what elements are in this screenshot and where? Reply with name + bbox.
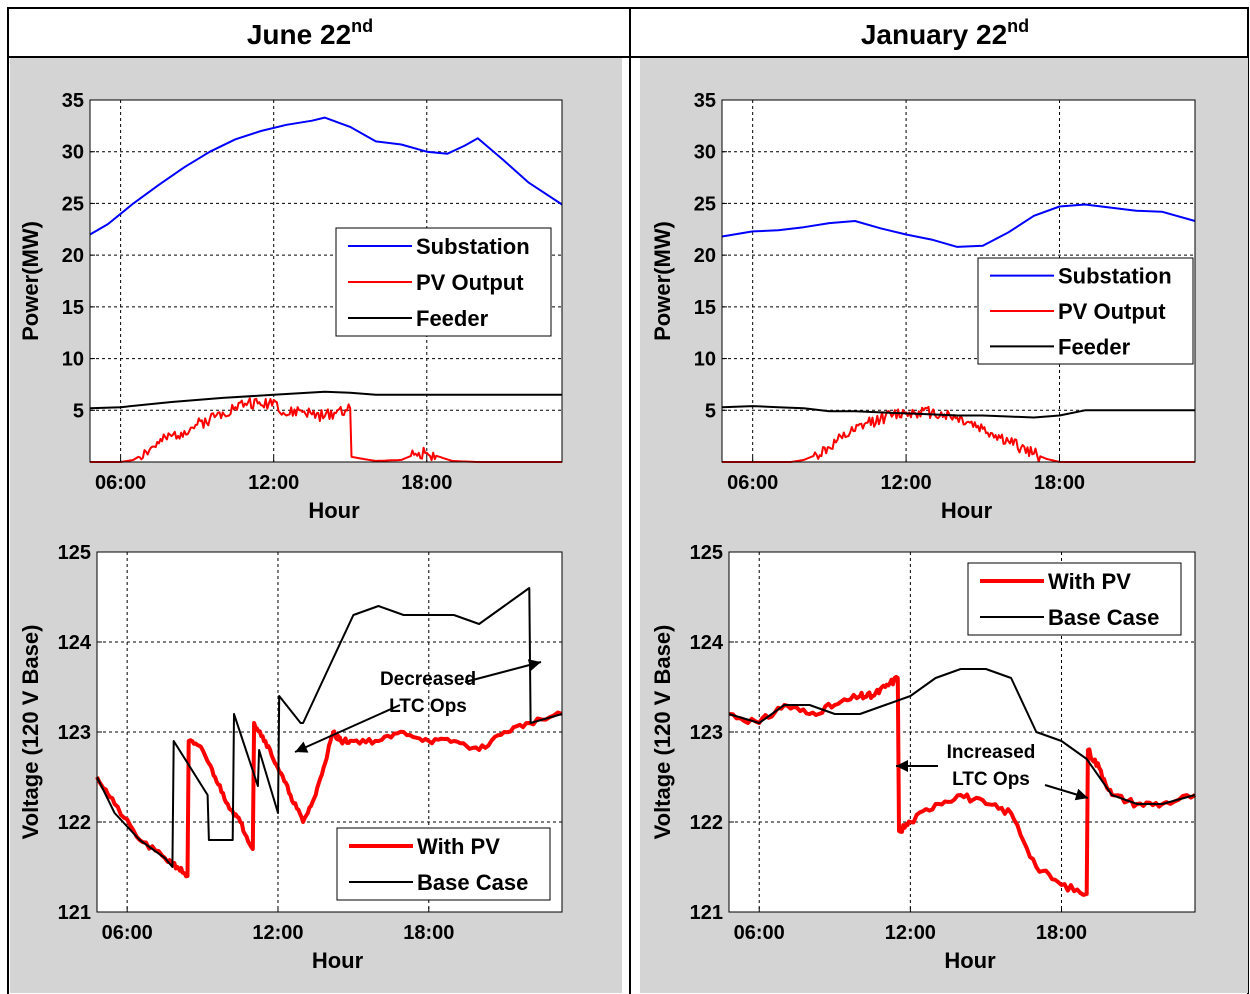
- x-tick-label: 12:00: [252, 922, 303, 944]
- annotation-arrowhead: [896, 760, 908, 772]
- y-tick-label: 125: [58, 542, 91, 564]
- legend-label: Base Case: [1048, 605, 1159, 630]
- annotation-arrow: [464, 661, 542, 683]
- y-tick-label: 25: [694, 193, 716, 215]
- legend-label: With PV: [417, 834, 500, 859]
- annotation-arrow: [294, 704, 401, 753]
- legend: Substation PV Output Feeder: [335, 227, 552, 337]
- x-axis-label: Hour: [941, 498, 993, 523]
- y-tick-label: 122: [58, 812, 91, 834]
- y-tick-label: 10: [694, 349, 716, 371]
- series-pv-output-line: [90, 397, 562, 463]
- chart-1: 5 10 15 20 25 30 35 06:00 12:00 18:00 Hour Power(MW…: [18, 90, 563, 523]
- legend: Substation PV Output Feeder: [977, 257, 1194, 365]
- axes-frame: [89, 99, 563, 463]
- y-tick-label: 15: [62, 297, 84, 319]
- series-base-case-line: [728, 668, 1196, 805]
- annotation-text: Increased: [947, 742, 1036, 763]
- y-tick-label: 124: [690, 632, 724, 654]
- panel-title: January 22nd: [861, 16, 1029, 50]
- y-tick-label: 35: [62, 90, 84, 112]
- y-tick-label: 20: [62, 245, 84, 267]
- legend-label: Substation: [416, 234, 530, 259]
- legend-label: Feeder: [1058, 334, 1131, 359]
- y-tick-label: 10: [62, 349, 84, 371]
- series-pv-output-line: [722, 405, 1195, 463]
- series-feeder-line: [721, 405, 1195, 419]
- y-tick-label: 30: [694, 142, 716, 164]
- legend-label: PV Output: [416, 270, 524, 295]
- annotation: Increased LTC Ops: [896, 742, 1089, 801]
- panel-title-superscript: nd: [1007, 16, 1029, 36]
- x-axis-label: Hour: [944, 948, 996, 973]
- axes-frame: [721, 99, 1196, 463]
- series-feeder-line: [89, 390, 562, 410]
- annotation-arrowhead: [295, 741, 309, 753]
- series-substation-line: [89, 116, 563, 236]
- annotation: Decreased LTC Ops: [294, 659, 542, 753]
- y-tick-label: 5: [73, 400, 84, 422]
- x-tick-label: 06:00: [734, 922, 785, 944]
- annotation-arrowhead: [1074, 788, 1088, 801]
- legend-label: Substation: [1058, 264, 1172, 289]
- legend-label: Feeder: [416, 306, 489, 331]
- legend: With PV Base Case: [336, 827, 551, 901]
- x-tick-label: 06:00: [95, 472, 146, 494]
- annotation-text: LTC Ops: [952, 769, 1030, 790]
- panel-title-superscript: nd: [351, 16, 373, 36]
- panel-title: June 22nd: [247, 16, 373, 50]
- y-tick-label: 5: [705, 400, 716, 422]
- y-tick-label: 123: [58, 722, 91, 744]
- y-tick-label: 35: [694, 90, 716, 112]
- x-axis-label: Hour: [308, 498, 360, 523]
- y-tick-label: 20: [694, 245, 716, 267]
- legend-box: [336, 827, 551, 901]
- series-base-case-line: [96, 587, 563, 868]
- x-tick-label: 12:00: [248, 472, 299, 494]
- series-with-pv-line: [95, 710, 563, 879]
- series-substation-line: [721, 203, 1196, 248]
- y-axis-label: Power(MW): [650, 221, 675, 341]
- legend-box: [967, 562, 1182, 636]
- legend-label: With PV: [1048, 569, 1131, 594]
- annotation-arrowhead: [527, 659, 541, 671]
- y-tick-label: 121: [58, 902, 91, 924]
- y-tick-label: 121: [690, 902, 723, 924]
- x-tick-label: 12:00: [881, 472, 932, 494]
- chart-2: 5 10 15 20 25 30 35 06:00 12:00 18:00 Hour Power(MW…: [650, 90, 1196, 523]
- x-tick-label: 18:00: [1036, 922, 1087, 944]
- x-tick-label: 18:00: [403, 922, 454, 944]
- x-tick-label: 18:00: [1034, 472, 1085, 494]
- x-tick-label: 06:00: [102, 922, 153, 944]
- y-tick-label: 15: [694, 297, 716, 319]
- y-axis-label: Power(MW): [18, 221, 43, 341]
- y-tick-label: 122: [690, 812, 723, 834]
- annotation-text: LTC Ops: [389, 696, 467, 717]
- x-axis-label: Hour: [312, 948, 364, 973]
- annotation-text: Decreased: [380, 669, 476, 690]
- y-tick-label: 123: [690, 722, 723, 744]
- chart-3: 121 122 123 124 125 06:00 12:00 18:00 Hour Voltag…: [18, 542, 563, 973]
- y-tick-label: 30: [62, 142, 84, 164]
- x-tick-label: 18:00: [401, 472, 452, 494]
- y-axis-label: Voltage (120 V Base): [650, 625, 675, 840]
- legend-label: PV Output: [1058, 299, 1166, 324]
- x-tick-label: 06:00: [727, 472, 778, 494]
- x-tick-label: 12:00: [885, 922, 936, 944]
- y-axis-label: Voltage (120 V Base): [18, 625, 43, 840]
- y-tick-label: 125: [690, 542, 723, 564]
- chart-4: 121 122 123 124 125 06:00 12:00 18:00 Hour Voltag…: [650, 542, 1197, 973]
- legend: With PV Base Case: [967, 562, 1182, 636]
- legend-label: Base Case: [417, 870, 528, 895]
- y-tick-label: 25: [62, 193, 84, 215]
- y-tick-label: 124: [58, 632, 92, 654]
